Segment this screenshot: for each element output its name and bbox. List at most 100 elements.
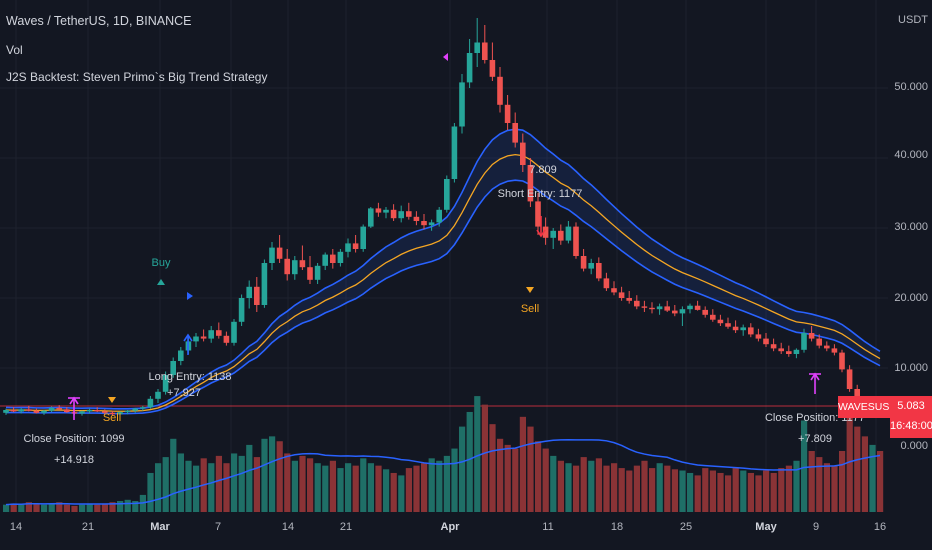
volume-bar xyxy=(71,505,78,512)
candle-body xyxy=(565,226,572,241)
buy-triangle xyxy=(157,279,165,285)
candle-body xyxy=(687,305,693,310)
candle-body xyxy=(345,243,351,252)
time-axis-tick: 14 xyxy=(281,521,295,533)
candle-body xyxy=(269,247,275,263)
candle-body xyxy=(603,278,610,289)
candle-body xyxy=(200,336,207,339)
volume-bar xyxy=(595,458,602,512)
volume-bar xyxy=(63,504,70,512)
volume-bar xyxy=(276,441,283,512)
volume-bar xyxy=(170,438,177,512)
time-axis-tick: May xyxy=(755,521,777,533)
candle-body xyxy=(276,247,283,259)
candle-body xyxy=(3,410,9,413)
volume-bar xyxy=(664,465,671,512)
candle-body xyxy=(588,263,594,269)
candle-body xyxy=(831,348,838,353)
volume-bar xyxy=(702,468,709,512)
short-entry-label: Short Entry: 1177 xyxy=(497,188,583,200)
volume-bar xyxy=(436,460,443,512)
candle-body xyxy=(748,327,754,335)
lower-band-line xyxy=(5,179,881,415)
volume-bar xyxy=(398,475,405,512)
volume-bar xyxy=(451,448,458,512)
volume-bar xyxy=(459,426,466,512)
candle-body xyxy=(170,361,176,375)
candle-body xyxy=(413,216,420,221)
candle-body xyxy=(124,410,131,413)
time-axis-tick: 7 xyxy=(214,521,222,533)
candle-body xyxy=(755,334,762,339)
candle-body xyxy=(520,142,526,165)
short-entry-arrow-head xyxy=(536,229,546,238)
volume-bar xyxy=(177,453,184,512)
volume-bar xyxy=(671,469,678,512)
candle-body xyxy=(664,306,670,311)
volume-bar xyxy=(124,499,131,512)
volume-bar xyxy=(56,502,63,512)
long-profit-label: +7.927 xyxy=(167,387,201,399)
time-axis-tick: 21 xyxy=(81,521,95,533)
price-axis-tick: 30.000 xyxy=(894,221,928,233)
candle-body xyxy=(489,60,496,77)
volume-bar xyxy=(611,463,618,512)
candle-body xyxy=(459,82,465,127)
long-entry-arrow-head xyxy=(183,333,193,342)
close-profit-label: +7.809 xyxy=(798,433,832,445)
volume-bar xyxy=(793,460,800,512)
candle-body xyxy=(801,333,807,350)
volume-bar xyxy=(421,463,428,512)
candle-body xyxy=(542,226,549,238)
candle-body xyxy=(86,410,93,412)
volume-bar xyxy=(86,503,93,512)
candle-body xyxy=(238,298,245,322)
volume-bar xyxy=(405,468,412,512)
middle-band-line xyxy=(5,153,881,412)
candle-body xyxy=(679,309,686,314)
candle-body xyxy=(710,314,716,320)
volume-bar xyxy=(375,465,382,512)
volume-bar xyxy=(291,460,298,512)
candle-body xyxy=(147,398,154,408)
volume-bar xyxy=(428,458,435,512)
volume-bar xyxy=(25,502,32,512)
candle-body xyxy=(732,326,739,331)
price-axis-tick: 20.000 xyxy=(894,292,928,304)
volume-bar xyxy=(329,460,336,512)
close-position-label: Close Position: 1099 xyxy=(23,433,125,445)
candle-body xyxy=(41,410,47,413)
candle-body xyxy=(504,104,511,123)
volume-bar xyxy=(694,475,701,512)
candle-body xyxy=(398,211,404,219)
candle-body xyxy=(33,410,40,413)
candle-body xyxy=(292,260,298,275)
band-fill xyxy=(6,129,880,414)
volume-bar xyxy=(474,396,481,512)
candle-body xyxy=(436,209,442,223)
symbol-title: Waves / TetherUS, 1D, BINANCE xyxy=(6,14,192,28)
volume-bar xyxy=(162,457,169,512)
volume-bar xyxy=(223,463,230,512)
candle-body xyxy=(284,258,290,275)
volume-bar xyxy=(497,438,504,512)
volume-indicator-label[interactable]: Vol xyxy=(6,43,23,57)
candle-body xyxy=(155,391,161,399)
volume-bar xyxy=(565,463,572,512)
candle-body xyxy=(390,209,397,219)
candle-body xyxy=(512,123,518,143)
candle-body xyxy=(140,407,146,409)
candle-body xyxy=(322,254,328,266)
volume-bar xyxy=(801,420,808,512)
volume-bar xyxy=(79,504,86,512)
candle-body xyxy=(694,305,701,310)
close-profit-label: +14.918 xyxy=(53,454,95,466)
candle-body xyxy=(10,410,17,412)
time-axis-tick: 16 xyxy=(873,521,887,533)
short-size-label: 7.809 xyxy=(529,164,557,176)
strategy-indicator-label[interactable]: J2S Backtest: Steven Primo`s Big Trend S… xyxy=(6,70,268,84)
volume-bar xyxy=(573,465,580,512)
volume-bar xyxy=(808,451,815,512)
candle-body xyxy=(466,53,473,83)
